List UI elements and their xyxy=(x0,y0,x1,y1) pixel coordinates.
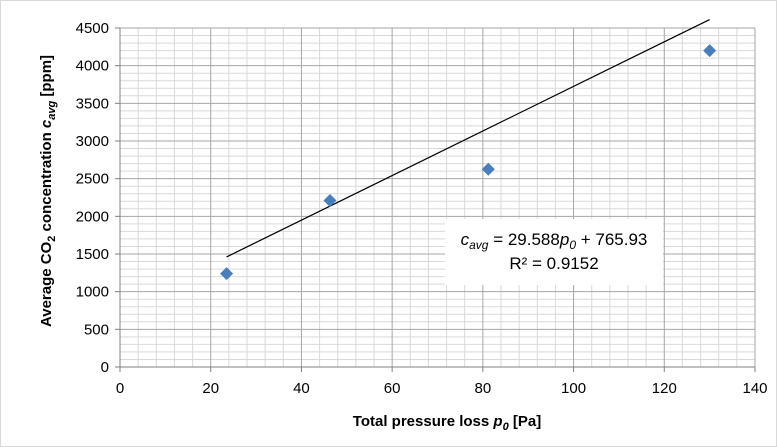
y-axis-title: Average CO2 concentration cavg [ppm] xyxy=(38,55,58,327)
trendline xyxy=(226,18,710,258)
trendline-r-squared: R² = 0.9152 xyxy=(509,254,598,273)
data-points xyxy=(220,44,717,281)
y-tick-label: 500 xyxy=(84,321,109,338)
y-tick-label: 3000 xyxy=(76,133,109,150)
trendline-equation: cavg = 29.588p0 + 765.93 xyxy=(461,230,648,252)
y-tick-label: 1000 xyxy=(76,284,109,301)
y-tick-label: 2000 xyxy=(76,208,109,225)
x-tick-labels: 0 20 40 60 80 100 120 140 xyxy=(116,380,768,397)
x-tick-label: 0 xyxy=(116,380,124,397)
x-tick-label: 40 xyxy=(293,380,310,397)
major-gridlines xyxy=(120,27,756,367)
data-point xyxy=(220,267,234,281)
y-tick-label: 4500 xyxy=(76,20,109,37)
axes xyxy=(115,27,756,372)
y-tick-label: 2500 xyxy=(76,171,109,188)
data-point xyxy=(703,44,717,58)
x-tick-label: 100 xyxy=(561,380,586,397)
y-tick-label: 4000 xyxy=(76,58,109,75)
data-point xyxy=(323,194,337,208)
data-point xyxy=(481,162,495,176)
x-tick-label: 20 xyxy=(202,380,219,397)
x-tick-label: 80 xyxy=(475,380,492,397)
y-tick-label: 3500 xyxy=(76,95,109,112)
y-tick-labels: 0 500 1000 1500 2000 2500 3000 3500 4000 4500 xyxy=(76,20,109,376)
minor-gridlines xyxy=(120,28,755,367)
y-tick-label: 0 xyxy=(101,359,109,376)
x-axis-title: Total pressure loss p0 [Pa] xyxy=(353,413,541,433)
x-tick-label: 140 xyxy=(742,380,767,397)
trendline-group xyxy=(226,18,710,258)
equation-box-background xyxy=(445,219,663,285)
y-tick-label: 1500 xyxy=(76,246,109,263)
x-tick-label: 120 xyxy=(652,380,677,397)
x-tick-label: 60 xyxy=(384,380,401,397)
trendline-equation-box: cavg = 29.588p0 + 765.93 R² = 0.9152 xyxy=(445,219,663,285)
